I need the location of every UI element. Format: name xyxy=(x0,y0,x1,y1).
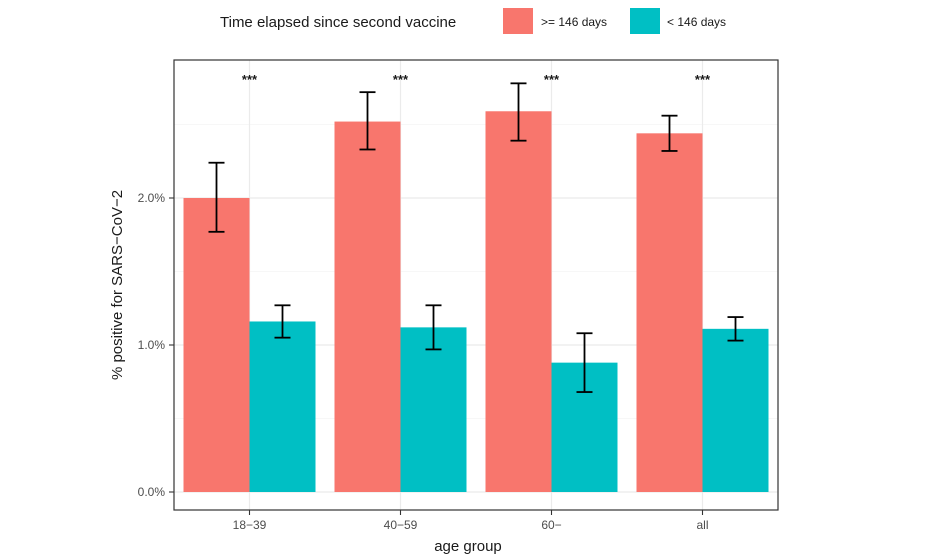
significance-label: *** xyxy=(393,72,409,87)
legend-swatch-lt146 xyxy=(630,8,660,34)
error-bars xyxy=(208,82,744,393)
legend-label-ge146: >= 146 days xyxy=(541,15,607,29)
error-bar xyxy=(208,161,225,233)
bar-lt146-1 xyxy=(400,327,467,492)
bar-ge146-2 xyxy=(485,111,552,493)
error-bar xyxy=(661,114,678,152)
y-axis-title: % positive for SARS−CoV−2 xyxy=(109,190,126,380)
error-bar xyxy=(425,304,442,351)
y-tick-label: 2.0% xyxy=(138,191,166,205)
bar-ge146-3 xyxy=(636,133,703,492)
error-bar xyxy=(510,82,527,142)
bar-lt146-0 xyxy=(249,321,316,492)
significance-labels: *** *** *** *** xyxy=(242,72,711,87)
error-bar xyxy=(727,316,744,342)
x-tick-label: 40−59 xyxy=(384,518,418,532)
bar-ge146-0 xyxy=(183,198,250,492)
legend: Time elapsed since second vaccine >= 146… xyxy=(220,8,726,34)
bar-lt146-3 xyxy=(702,328,769,492)
legend-label-lt146: < 146 days xyxy=(667,15,726,29)
error-bar xyxy=(359,91,376,151)
error-bar xyxy=(274,304,291,339)
y-tick-label: 0.0% xyxy=(138,485,166,499)
error-bar xyxy=(576,332,593,393)
significance-label: *** xyxy=(544,72,560,87)
legend-title: Time elapsed since second vaccine xyxy=(220,14,456,31)
bar-ge146-1 xyxy=(334,121,401,492)
bars xyxy=(183,111,769,493)
x-tick-label: 60− xyxy=(541,518,561,532)
legend-swatch-ge146 xyxy=(503,8,533,34)
significance-label: *** xyxy=(242,72,258,87)
x-axis-title: age group xyxy=(434,538,502,555)
panel-border xyxy=(173,59,779,511)
x-tick-label: 18−39 xyxy=(233,518,267,532)
y-tick-label: 1.0% xyxy=(138,338,166,352)
x-tick-label: all xyxy=(696,518,708,532)
y-axis: 0.0% 1.0% 2.0% xyxy=(138,191,174,499)
x-axis: 18−39 40−59 60− all xyxy=(233,510,709,532)
significance-label: *** xyxy=(695,72,711,87)
